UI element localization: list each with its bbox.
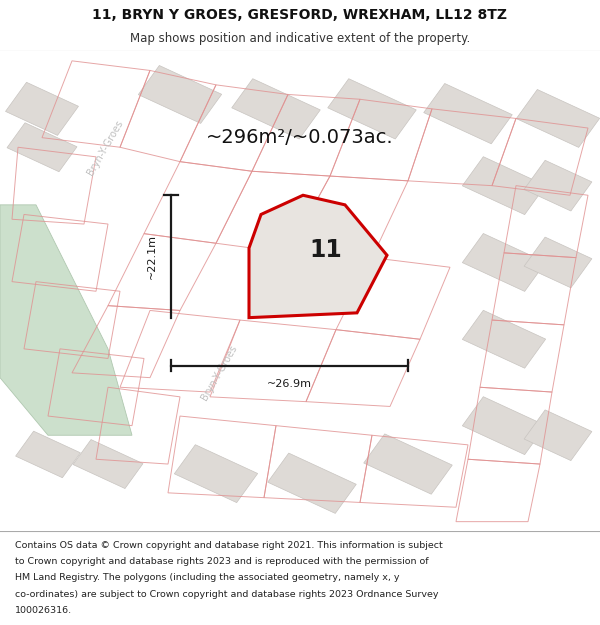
Polygon shape <box>524 410 592 461</box>
Polygon shape <box>78 51 306 531</box>
Polygon shape <box>524 160 592 211</box>
Text: Map shows position and indicative extent of the property.: Map shows position and indicative extent… <box>130 32 470 45</box>
Polygon shape <box>524 237 592 288</box>
Text: ~22.1m: ~22.1m <box>147 234 157 279</box>
Polygon shape <box>175 445 257 503</box>
Polygon shape <box>463 234 545 291</box>
Text: HM Land Registry. The polygons (including the associated geometry, namely x, y: HM Land Registry. The polygons (includin… <box>15 574 400 582</box>
Text: co-ordinates) are subject to Crown copyright and database rights 2023 Ordnance S: co-ordinates) are subject to Crown copyr… <box>15 590 439 599</box>
Polygon shape <box>463 310 545 368</box>
Polygon shape <box>424 84 512 144</box>
Text: Bryn-Y-Groes: Bryn-Y-Groes <box>199 344 239 402</box>
Text: Contains OS data © Crown copyright and database right 2021. This information is : Contains OS data © Crown copyright and d… <box>15 541 443 549</box>
Polygon shape <box>5 82 79 136</box>
Text: ~296m²/~0.073ac.: ~296m²/~0.073ac. <box>206 128 394 147</box>
Polygon shape <box>0 205 132 435</box>
Polygon shape <box>328 79 416 139</box>
Text: ~26.9m: ~26.9m <box>267 379 312 389</box>
Text: 11, BRYN Y GROES, GRESFORD, WREXHAM, LL12 8TZ: 11, BRYN Y GROES, GRESFORD, WREXHAM, LL1… <box>92 8 508 22</box>
Polygon shape <box>139 66 221 123</box>
Polygon shape <box>463 157 545 214</box>
Polygon shape <box>249 195 387 318</box>
Text: 11: 11 <box>309 238 341 262</box>
Polygon shape <box>73 439 143 489</box>
Text: to Crown copyright and database rights 2023 and is reproduced with the permissio: to Crown copyright and database rights 2… <box>15 557 428 566</box>
Text: 100026316.: 100026316. <box>15 606 72 615</box>
Polygon shape <box>517 89 599 148</box>
Text: Bryn-Y-Groes: Bryn-Y-Groes <box>85 118 125 177</box>
Polygon shape <box>232 79 320 139</box>
Polygon shape <box>364 434 452 494</box>
Polygon shape <box>268 453 356 513</box>
Polygon shape <box>463 397 545 454</box>
Polygon shape <box>7 122 77 172</box>
Polygon shape <box>16 431 80 478</box>
